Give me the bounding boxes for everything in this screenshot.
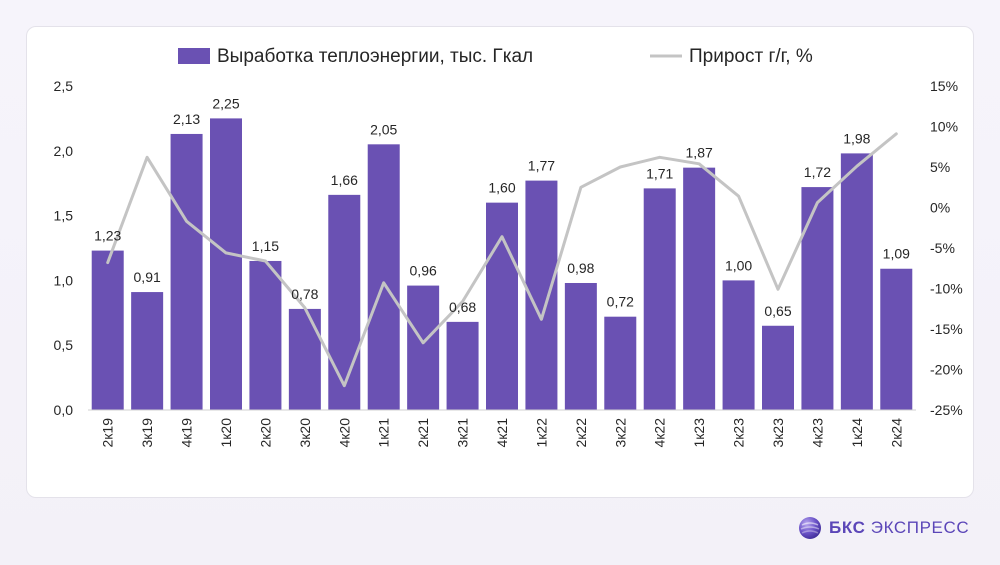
x-tick-label: 3к22 xyxy=(612,418,628,448)
bar-data-label: 0,72 xyxy=(607,294,634,310)
bar-data-label: 0,91 xyxy=(134,269,161,285)
bar xyxy=(722,280,755,410)
bar xyxy=(288,308,321,410)
x-tick-label: 2к22 xyxy=(573,418,589,448)
brand-name-bold: БКС xyxy=(829,518,866,537)
bar-data-label: 1,15 xyxy=(252,238,279,254)
bar-data-label: 2,25 xyxy=(212,95,239,111)
bar xyxy=(131,292,164,410)
y-right-tick-label: -25% xyxy=(930,402,963,418)
y-right-tick-label: 0% xyxy=(930,200,950,216)
y-right-tick-label: 5% xyxy=(930,159,950,175)
y-right-tick-label: 10% xyxy=(930,119,958,135)
bar-data-label: 0,96 xyxy=(410,263,437,279)
bar xyxy=(328,194,361,410)
y-left-tick-label: 2,0 xyxy=(54,143,74,159)
y-left-tick-label: 1,0 xyxy=(54,272,74,288)
x-tick-label: 2к24 xyxy=(888,418,904,448)
bar-data-label: 0,78 xyxy=(291,286,318,302)
bar xyxy=(880,268,913,410)
bar xyxy=(762,325,794,410)
bar-data-label: 0,65 xyxy=(764,303,791,319)
bar xyxy=(407,285,440,410)
bar xyxy=(801,187,834,410)
y-left-tick-label: 2,5 xyxy=(54,78,74,94)
y-left-tick-label: 1,5 xyxy=(54,208,74,224)
x-tick-label: 1к21 xyxy=(376,418,392,448)
bar-data-label: 1,98 xyxy=(843,130,870,146)
bar-data-label: 1,72 xyxy=(804,164,831,180)
bar xyxy=(840,153,873,410)
bar-data-label: 2,13 xyxy=(173,111,200,127)
x-tick-label: 4к20 xyxy=(336,418,352,448)
bar-data-label: 1,71 xyxy=(646,165,673,181)
y-right-tick-label: -10% xyxy=(930,281,963,297)
legend-bar-label: Выработка теплоэнергии, тыс. Гкал xyxy=(217,46,533,67)
x-tick-label: 4к22 xyxy=(652,418,668,448)
bar-data-label: 1,60 xyxy=(488,180,515,196)
growth-line xyxy=(106,132,898,388)
bar-data-label: 1,00 xyxy=(725,257,752,273)
bar-data-label: 1,77 xyxy=(528,158,555,174)
brand-name-light: ЭКСПРЕСС xyxy=(870,518,970,537)
y-right-tick-label: -15% xyxy=(930,321,963,337)
x-tick-label: 3к20 xyxy=(297,418,313,448)
y-right-tick-label: 15% xyxy=(930,78,958,94)
x-tick-label: 3к23 xyxy=(770,418,786,448)
bar xyxy=(170,133,203,410)
x-tick-label: 2к23 xyxy=(731,418,747,448)
bks-sphere-icon xyxy=(799,517,821,539)
x-tick-label: 2к19 xyxy=(100,418,116,448)
x-tick-label: 1к22 xyxy=(533,418,549,448)
bar-data-label: 0,68 xyxy=(449,299,476,315)
y-right-tick-label: -5% xyxy=(930,240,955,256)
bar xyxy=(210,118,242,411)
bar-data-label: 1,66 xyxy=(331,172,358,188)
bar xyxy=(564,282,597,410)
bar xyxy=(486,202,518,410)
bar xyxy=(249,260,282,410)
bar xyxy=(643,188,676,410)
brand-logo-block: БКС ЭКСПРЕСС xyxy=(798,513,969,543)
x-tick-label: 2к20 xyxy=(257,418,273,448)
bar xyxy=(446,321,479,410)
x-tick-label: 1к23 xyxy=(691,418,707,448)
bar-data-label: 1,87 xyxy=(686,145,713,161)
y-right-tick-label: -20% xyxy=(930,362,963,378)
legend-line-label: Прирост г/г, % xyxy=(689,46,813,67)
x-tick-label: 2к21 xyxy=(415,418,431,448)
x-tick-label: 3к19 xyxy=(139,418,155,448)
bar xyxy=(91,250,124,410)
x-tick-label: 1к24 xyxy=(849,418,865,448)
y-left-tick-label: 0,0 xyxy=(54,402,74,418)
y-left-tick-label: 0,5 xyxy=(54,337,74,353)
bar-data-label: 2,05 xyxy=(370,121,397,137)
x-tick-label: 4к19 xyxy=(179,418,195,448)
bar-data-label: 1,23 xyxy=(94,228,121,244)
x-tick-label: 1к20 xyxy=(218,418,234,448)
bar-data-label: 1,09 xyxy=(883,246,910,262)
bar xyxy=(367,144,400,410)
legend-bar-swatch xyxy=(178,48,210,64)
x-tick-label: 3к21 xyxy=(455,418,471,448)
x-tick-label: 4к21 xyxy=(494,418,510,448)
brand-name: БКС ЭКСПРЕСС xyxy=(829,518,969,538)
bar xyxy=(604,316,637,410)
bar xyxy=(683,167,716,410)
x-tick-label: 4к23 xyxy=(809,418,825,448)
bar-data-label: 0,98 xyxy=(567,260,594,276)
